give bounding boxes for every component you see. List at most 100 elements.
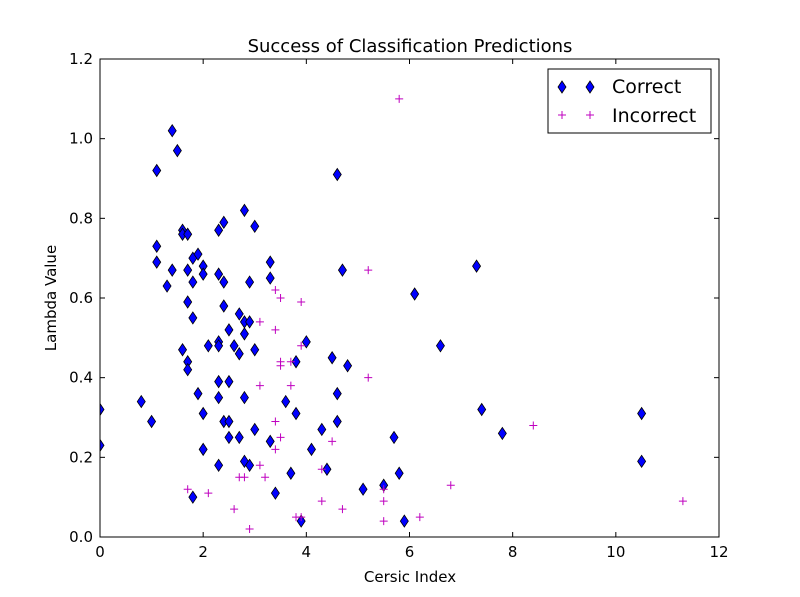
incorrect-point (276, 361, 285, 370)
incorrect-point (297, 513, 306, 522)
correct-point (291, 355, 301, 369)
legend-plus-icon (586, 111, 594, 119)
incorrect-point (297, 297, 306, 306)
correct-point (358, 482, 368, 496)
correct-point (193, 386, 203, 401)
correct-point (307, 442, 316, 457)
correct-point (100, 402, 105, 417)
incorrect-point (379, 485, 388, 494)
legend-diamond-icon (585, 80, 595, 94)
correct-point (229, 339, 239, 353)
incorrect-point (271, 325, 280, 334)
correct-point (265, 271, 275, 285)
incorrect-point (529, 421, 538, 430)
correct-point (477, 402, 487, 417)
correct-point (152, 239, 162, 253)
correct-point (472, 259, 482, 273)
correct-point (327, 351, 337, 365)
correct-point (167, 263, 177, 277)
correct-point (435, 339, 445, 353)
incorrect-point (240, 473, 249, 482)
points-layer (100, 94, 687, 534)
y-tick-label: 0.0 (69, 528, 93, 546)
legend: Correct Incorrect (547, 68, 712, 134)
incorrect-point (317, 497, 326, 506)
correct-point (219, 215, 229, 230)
incorrect-point (678, 497, 687, 506)
incorrect-point (276, 433, 285, 442)
correct-point (399, 514, 409, 528)
correct-point (214, 390, 224, 405)
correct-point (193, 247, 203, 261)
correct-point (224, 323, 234, 337)
legend-incorrect-markers (558, 111, 594, 119)
correct-point (497, 426, 507, 441)
correct-point (203, 339, 213, 353)
incorrect-point (204, 489, 213, 498)
incorrect-point (286, 381, 295, 390)
y-tick-label: 1.2 (69, 50, 93, 68)
correct-point (152, 255, 162, 269)
legend-label-correct: Correct (612, 76, 681, 98)
x-tick-label: 4 (302, 543, 312, 561)
correct-point (281, 394, 291, 409)
correct-point (198, 406, 208, 421)
correct-point (637, 454, 647, 469)
incorrect-point (317, 465, 326, 474)
correct-point (332, 167, 342, 182)
correct-point (250, 422, 260, 437)
correct-point (239, 327, 249, 341)
y-tick-label: 0.8 (69, 209, 93, 227)
correct-point (219, 299, 229, 313)
incorrect-point (255, 381, 264, 390)
correct-point (286, 466, 296, 480)
correct-point (332, 386, 342, 401)
x-tick-label: 0 (95, 543, 105, 561)
ticks-layer: 0 2 4 6 8 10 12 0.0 0.2 0.4 0.6 0.8 1.0 1.2 (69, 50, 728, 561)
correct-point (234, 430, 244, 445)
correct-point (245, 458, 255, 473)
correct-point (394, 466, 404, 480)
correct-point (214, 267, 224, 281)
correct-point (183, 295, 193, 309)
correct-point (234, 307, 244, 321)
legend-plus-icon (558, 111, 566, 119)
correct-point (234, 347, 244, 361)
correct-point (250, 219, 260, 234)
correct-point (219, 275, 229, 289)
correct-point (322, 462, 332, 477)
x-tick-label: 8 (508, 543, 518, 561)
correct-point (224, 430, 234, 445)
correct-point (245, 315, 255, 329)
incorrect-point (245, 525, 254, 534)
correct-point (239, 203, 249, 218)
y-tick-label: 0.6 (69, 289, 93, 307)
correct-point (224, 414, 234, 429)
incorrect-point (255, 461, 264, 470)
correct-point (147, 414, 157, 429)
correct-point (183, 362, 193, 377)
incorrect-point (230, 505, 239, 514)
incorrect-point (338, 505, 347, 514)
x-tick-label: 2 (198, 543, 208, 561)
correct-point (162, 279, 172, 293)
incorrect-point (364, 373, 373, 382)
correct-point (178, 343, 188, 357)
incorrect-point (395, 94, 404, 103)
incorrect-point (328, 437, 337, 446)
incorrect-point (183, 485, 192, 494)
correct-point (343, 358, 353, 373)
correct-point (270, 486, 280, 500)
correct-point (224, 374, 234, 389)
chart-title: Success of Classification Predictions (248, 36, 573, 57)
incorrect-point (271, 417, 280, 426)
y-tick-label: 0.4 (69, 369, 93, 387)
incorrect-point (261, 473, 270, 482)
correct-point (188, 311, 198, 325)
correct-point (214, 339, 224, 353)
correct-point (172, 143, 182, 158)
incorrect-point (379, 517, 388, 526)
correct-point (188, 490, 198, 504)
x-tick-label: 12 (709, 543, 728, 561)
y-axis-label: Lambda Value (42, 245, 60, 351)
